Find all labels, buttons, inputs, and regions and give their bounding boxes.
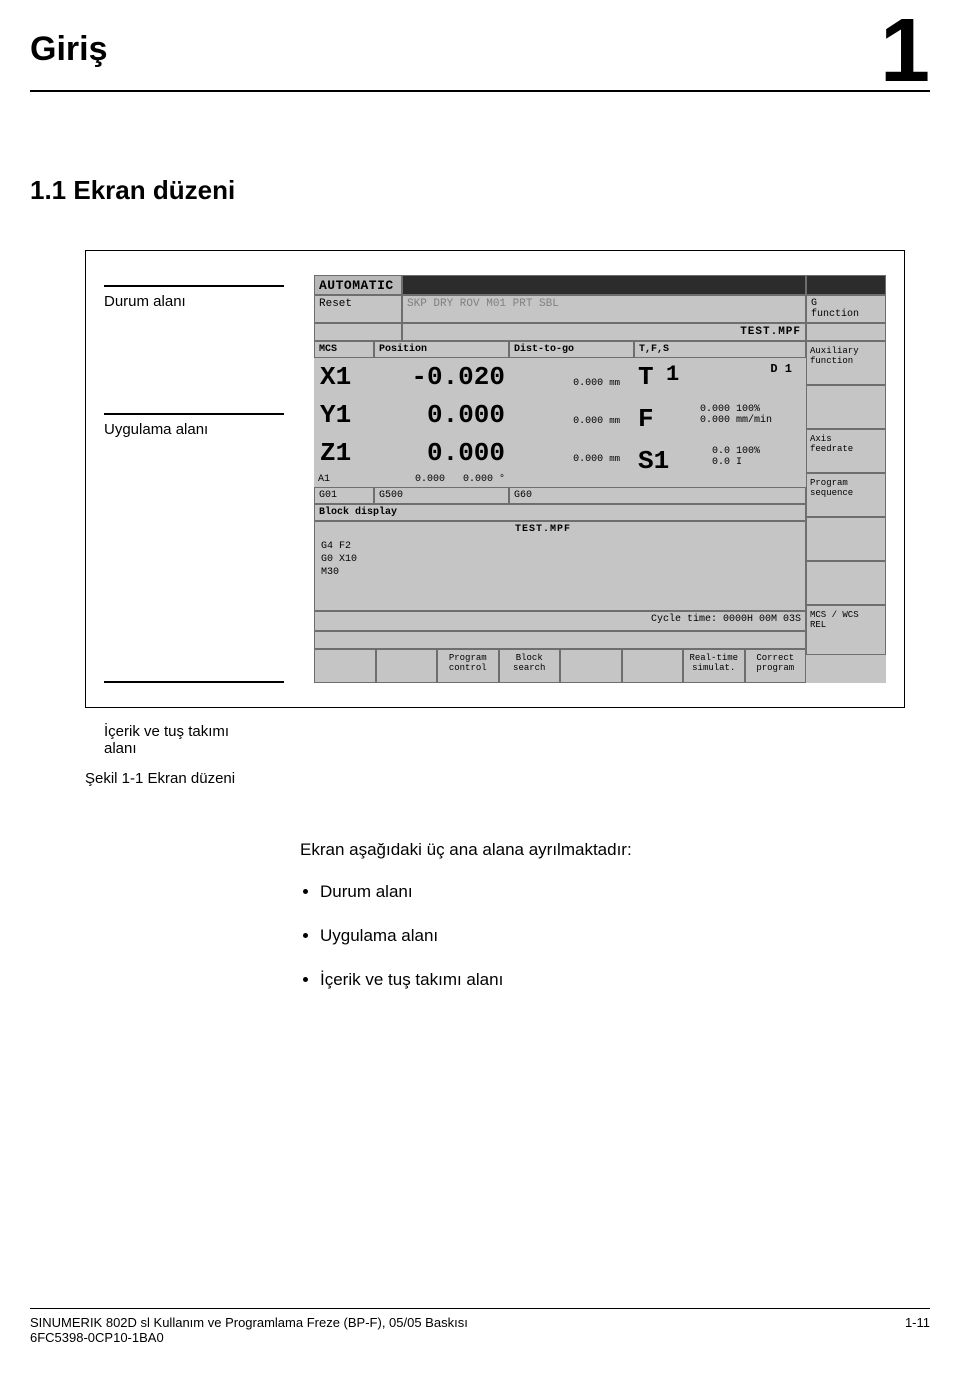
axis-name: Y1 (320, 400, 375, 430)
bullet-item: İçerik ve tuş takımı alanı (320, 965, 632, 995)
vertical-softkeys: Auxiliary function Axis feedrate Program… (806, 341, 886, 683)
col-mcs: MCS (314, 341, 374, 358)
tool-d: D 1 (770, 362, 802, 376)
callout-label: Uygulama alanı (104, 421, 208, 438)
spindle-s: S1 (638, 446, 682, 476)
footer-left: SINUMERIK 802D sl Kullanım ve Programlam… (30, 1315, 468, 1345)
figure-caption: Şekil 1-1 Ekran düzeni (85, 770, 235, 787)
blank-cell (314, 323, 402, 341)
horizontal-softkeys: Program control Block search Real-time s… (314, 649, 806, 683)
section-heading: 1.1 Ekran düzeni (30, 175, 235, 206)
top-right-dark (806, 275, 886, 295)
axis-row-z1: Z1 0.000 0.000 mm (314, 434, 634, 472)
callout-application-area: Uygulama alanı (104, 421, 284, 438)
axis-position: 0.000 (375, 400, 505, 430)
softkey-block-search[interactable]: Block search (499, 649, 561, 683)
hmi-screenshot: AUTOMATIC Reset SKP DRY ROV M01 PRT SBL … (314, 275, 886, 683)
axis-row-y1: Y1 0.000 0.000 mm (314, 396, 634, 434)
axis-position: 0.000 (374, 472, 449, 487)
col-position: Position (374, 341, 509, 358)
cycle-time: Cycle time: 0000H 00M 03S (314, 611, 806, 631)
top-rule (30, 90, 930, 92)
callout-lead (104, 681, 284, 683)
body-intro: Ekran aşağıdaki üç ana alana ayrılmaktad… (300, 835, 632, 865)
softkey-h6[interactable] (622, 649, 684, 683)
axis-position: 0.000 (375, 438, 505, 468)
spindle-values: 0.00.0 (682, 446, 730, 468)
col-dist: Dist-to-go (509, 341, 634, 358)
top-dark-bar (402, 275, 806, 295)
tool-t: T (638, 362, 666, 392)
program-line: G0 X10 (321, 553, 357, 566)
softkey-aux-function[interactable]: Auxiliary function (806, 341, 886, 385)
softkey-axis-feedrate[interactable]: Axis feedrate (806, 429, 886, 473)
program-lines: G4 F2 G0 X10 M30 (321, 540, 357, 579)
callout-status-area: Durum alanı (104, 293, 284, 310)
softkey-program-sequence[interactable]: Program sequence (806, 473, 886, 517)
tool-row: T 1 D 1 (634, 358, 806, 400)
skp-row: SKP DRY ROV M01 PRT SBL (402, 295, 806, 323)
g-code-3: G60 (509, 487, 806, 504)
callout-label: İçerik ve tuş takımı alanı (104, 723, 229, 757)
axis-name: Z1 (320, 438, 375, 468)
mode-indicator: AUTOMATIC (314, 275, 402, 295)
callout-lead (104, 285, 284, 287)
spindle-row: S1 0.00.0 100%I (634, 442, 806, 484)
g-code-2: G500 (374, 487, 509, 504)
softkey-v5[interactable] (806, 517, 886, 561)
program-line: G4 F2 (321, 540, 357, 553)
body-text: Ekran aşağıdaki üç ana alana ayrılmaktad… (300, 835, 632, 1009)
axis-row-x1: X1 -0.020 0.000 mm (314, 358, 634, 396)
page-footer: SINUMERIK 802D sl Kullanım ve Programlam… (30, 1308, 930, 1345)
softkey-correct-program[interactable]: Correct program (745, 649, 807, 683)
axis-dist-to-go: 0.000 ° (449, 472, 509, 487)
footer-line2: 6FC5398-0CP10-1BA0 (30, 1330, 468, 1345)
softkey-program-control[interactable]: Program control (437, 649, 499, 683)
tool-number: 1 (666, 362, 690, 387)
footer-line1: SINUMERIK 802D sl Kullanım ve Programlam… (30, 1315, 468, 1330)
spindle-pct: 100%I (730, 446, 794, 468)
footer-pagenum: 1-11 (905, 1315, 930, 1345)
axis-dist-to-go: 0.000 mm (505, 442, 620, 465)
axis-position: -0.020 (375, 362, 505, 392)
figure-frame: Durum alanı Uygulama alanı İçerik ve tuş… (85, 250, 905, 708)
block-display-label: Block display (314, 504, 806, 521)
chapter-number: 1 (880, 0, 930, 103)
bullet-item: Uygulama alanı (320, 921, 632, 951)
softkey-v2[interactable] (806, 385, 886, 429)
softkey-h5[interactable] (560, 649, 622, 683)
feed-row: F 0.0000.000 100%mm/min (634, 400, 806, 442)
g-code-1: G01 (314, 487, 374, 504)
axis-dist-to-go: 0.000 mm (505, 404, 620, 427)
bullet-item: Durum alanı (320, 877, 632, 907)
softkey-v6[interactable] (806, 561, 886, 605)
callout-lead (104, 413, 284, 415)
softkey-g-function[interactable]: G function (806, 295, 886, 323)
feed-pct: 100%mm/min (730, 404, 794, 426)
axis-row-a1: A1 0.000 0.000 ° (314, 472, 634, 487)
message-bar (314, 631, 806, 649)
softkey-r1[interactable] (806, 323, 886, 341)
feed-f: F (638, 404, 666, 434)
page-title: Giriş (30, 30, 107, 69)
softkey-realtime-simulat[interactable]: Real-time simulat. (683, 649, 745, 683)
program-line: M30 (321, 566, 357, 579)
softkey-h2[interactable] (376, 649, 438, 683)
main-work-area: MCS Position Dist-to-go T,F,S X1 -0.020 … (314, 341, 806, 683)
reset-state: Reset (314, 295, 402, 323)
col-tfs: T,F,S (634, 341, 806, 358)
callout-softkey-area: İçerik ve tuş takımı alanı (104, 689, 284, 757)
softkey-h1[interactable] (314, 649, 376, 683)
feed-values: 0.0000.000 (666, 404, 730, 426)
callout-label: Durum alanı (104, 293, 186, 310)
axis-name: A1 (314, 472, 374, 487)
axis-dist-to-go: 0.000 mm (505, 366, 620, 389)
program-block-area: TEST.MPF G4 F2 G0 X10 M30 (314, 521, 806, 611)
program-name-2: TEST.MPF (515, 524, 571, 535)
axis-name: X1 (320, 362, 375, 392)
softkey-mcs-wcs-rel[interactable]: MCS / WCS REL (806, 605, 886, 655)
program-name: TEST.MPF (402, 323, 806, 341)
